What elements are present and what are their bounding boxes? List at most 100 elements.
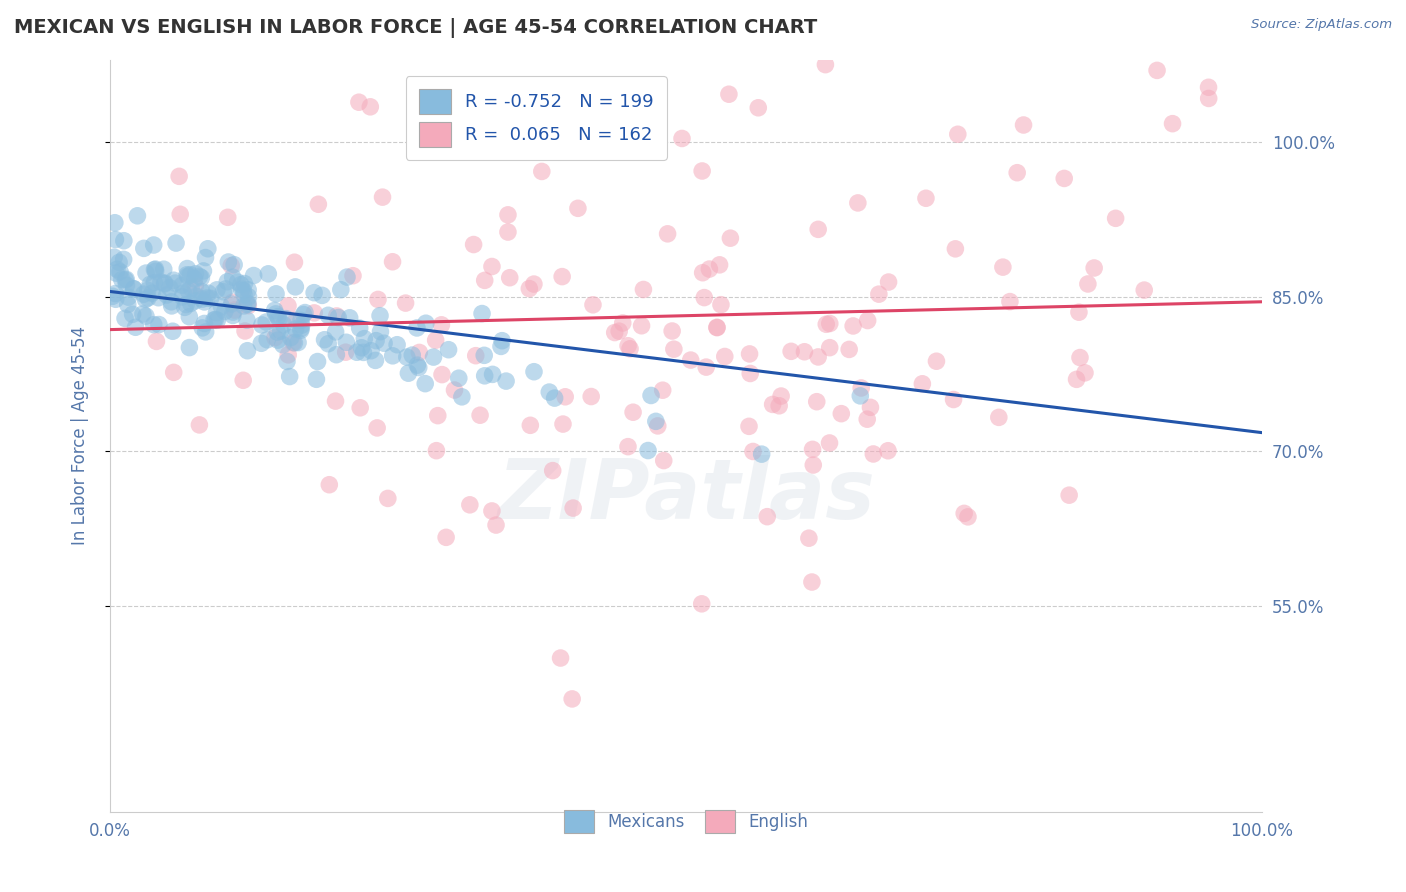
Point <box>145 264 167 278</box>
Point <box>385 337 408 351</box>
Point <box>328 310 350 325</box>
Point <box>236 297 259 311</box>
Point <box>311 288 333 302</box>
Point <box>236 343 259 358</box>
Point <box>184 279 207 293</box>
Point <box>184 293 207 308</box>
Point <box>740 367 762 381</box>
Point <box>232 373 254 387</box>
Point <box>153 276 176 290</box>
Point <box>233 287 256 301</box>
Text: Source: ZipAtlas.com: Source: ZipAtlas.com <box>1251 18 1392 31</box>
Point <box>122 282 145 296</box>
Point <box>523 365 546 379</box>
Point <box>1077 277 1099 291</box>
Point <box>108 265 131 279</box>
Point <box>188 269 211 284</box>
Point <box>481 504 503 518</box>
Point <box>264 331 287 345</box>
Point <box>222 305 245 319</box>
Point <box>530 164 553 178</box>
Point <box>422 350 444 364</box>
Point <box>762 397 785 411</box>
Point <box>617 440 640 454</box>
Point <box>495 374 517 388</box>
Point <box>637 443 659 458</box>
Point <box>135 266 157 280</box>
Point <box>1083 260 1105 275</box>
Point <box>325 394 347 409</box>
Point <box>153 277 176 291</box>
Point <box>280 331 302 345</box>
Point <box>145 334 167 349</box>
Point <box>256 333 278 347</box>
Point <box>273 318 295 332</box>
Point <box>815 318 838 332</box>
Point <box>148 291 170 305</box>
Point <box>671 131 693 145</box>
Point <box>111 273 134 287</box>
Point <box>481 260 503 274</box>
Point <box>162 324 184 338</box>
Point <box>413 376 436 391</box>
Point <box>316 336 339 351</box>
Point <box>193 264 215 278</box>
Point <box>226 275 249 289</box>
Point <box>434 530 457 544</box>
Point <box>911 376 934 391</box>
Point <box>567 202 589 216</box>
Point <box>132 307 155 321</box>
Point <box>179 310 201 324</box>
Point <box>180 281 202 295</box>
Point <box>538 385 561 400</box>
Point <box>751 447 773 461</box>
Point <box>1146 63 1168 78</box>
Point <box>1053 171 1076 186</box>
Point <box>1005 166 1028 180</box>
Point <box>139 277 162 292</box>
Point <box>661 324 683 338</box>
Point <box>849 389 872 403</box>
Point <box>496 208 519 222</box>
Point <box>117 290 139 304</box>
Point <box>142 318 165 332</box>
Point <box>222 309 245 323</box>
Point <box>193 317 215 331</box>
Point <box>463 237 485 252</box>
Point <box>468 408 491 422</box>
Point <box>305 372 328 386</box>
Point <box>447 371 470 385</box>
Point <box>200 291 222 305</box>
Point <box>224 303 246 318</box>
Point <box>224 258 246 272</box>
Point <box>290 321 312 335</box>
Point <box>136 291 159 305</box>
Point <box>172 286 194 301</box>
Point <box>162 273 184 287</box>
Point <box>1067 305 1090 319</box>
Point <box>770 389 793 403</box>
Point <box>290 313 312 327</box>
Point <box>561 692 583 706</box>
Point <box>143 276 166 290</box>
Point <box>471 307 494 321</box>
Point <box>464 349 486 363</box>
Point <box>662 342 685 356</box>
Point <box>630 318 652 333</box>
Point <box>838 343 860 357</box>
Point <box>205 306 228 320</box>
Point <box>430 368 453 382</box>
Point <box>122 282 145 296</box>
Point <box>104 216 127 230</box>
Point <box>217 255 239 269</box>
Point <box>159 281 181 295</box>
Point <box>551 269 574 284</box>
Point <box>349 321 371 335</box>
Point <box>217 275 239 289</box>
Text: ZIPatlas: ZIPatlas <box>498 456 875 536</box>
Point <box>877 275 900 289</box>
Point <box>942 392 965 407</box>
Point <box>851 381 873 395</box>
Point <box>579 390 602 404</box>
Point <box>406 321 429 335</box>
